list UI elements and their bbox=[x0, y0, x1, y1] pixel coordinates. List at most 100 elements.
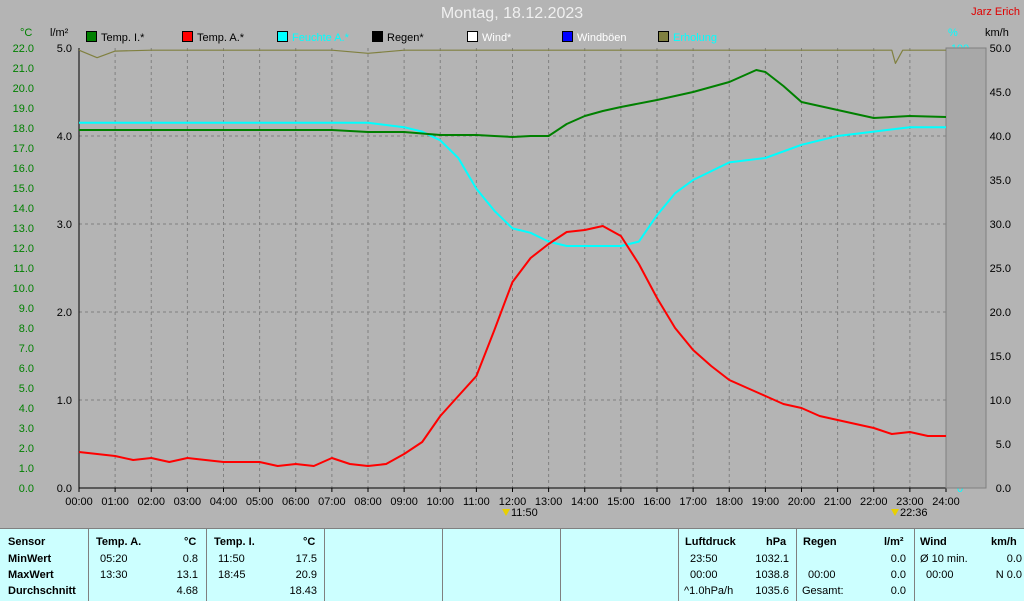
wind-max-time: 00:00 bbox=[926, 569, 954, 581]
row-label-avg: Durchschnitt bbox=[8, 585, 76, 597]
temp-i-avg-value: 18.43 bbox=[289, 585, 317, 597]
pressure-max-value: 1038.8 bbox=[755, 569, 789, 581]
divider bbox=[88, 529, 89, 601]
temp-tick-label: 6.0 bbox=[19, 363, 34, 375]
marker-time: 22:36 bbox=[900, 507, 928, 519]
legend-item-recovery[interactable]: Erholung bbox=[658, 31, 717, 44]
chart-title: Montag, 18.12.2023 bbox=[440, 5, 584, 22]
wind-avg-value: 0.0 bbox=[1006, 553, 1022, 565]
x-tick-label: 03:00 bbox=[174, 496, 202, 508]
series-line-tempa bbox=[78, 225, 946, 467]
temp-tick-label: 9.0 bbox=[19, 303, 34, 315]
rain-header: Regen bbox=[803, 536, 837, 548]
rain-time: 00:00 bbox=[808, 569, 836, 581]
temp-tick-label: 13.0 bbox=[13, 223, 34, 235]
marker-icon bbox=[502, 509, 510, 516]
temp-i-min-value: 17.5 bbox=[295, 553, 317, 565]
rain-tick-label: 1.0 bbox=[57, 395, 72, 407]
wind-tick-label: 5.0 bbox=[996, 439, 1011, 451]
temp-i-min-time: 11:50 bbox=[218, 553, 245, 565]
x-tick-label: 09:00 bbox=[390, 496, 418, 508]
x-tick-label: 15:00 bbox=[607, 496, 635, 508]
legend-swatch bbox=[658, 31, 669, 42]
wind-tick-label: 10.0 bbox=[990, 395, 1011, 407]
weather-chart: 00:00 01:00 02:00 03:00 04:00 05:00 06:00 07:00… bbox=[13, 43, 1011, 508]
temp-i-unit: °C bbox=[303, 536, 316, 548]
author-label: Jarz Erich bbox=[971, 6, 1020, 18]
x-tick-label: 08:00 bbox=[354, 496, 382, 508]
x-tick-label: 11:00 bbox=[463, 496, 490, 508]
wind-unit: km/h bbox=[991, 536, 1017, 548]
rain-tick-label: 5.0 bbox=[57, 43, 72, 55]
temp-tick-label: 19.0 bbox=[13, 103, 34, 115]
legend-item-temp-a[interactable]: Temp. A.* bbox=[182, 31, 244, 44]
x-tick-label: 17:00 bbox=[679, 496, 707, 508]
temp-a-min-time: 05:20 bbox=[100, 553, 128, 565]
x-tick-label: 22:00 bbox=[860, 496, 888, 508]
legend-label: Erholung bbox=[673, 32, 718, 44]
x-tick-label: 14:00 bbox=[571, 496, 599, 508]
legend-swatch bbox=[467, 31, 478, 42]
temp-tick-label: 18.0 bbox=[13, 123, 34, 135]
temp-a-min-value: 0.8 bbox=[182, 553, 198, 565]
rain-tick-label: 0.0 bbox=[57, 483, 72, 495]
legend-item-wind[interactable]: Wind* bbox=[467, 31, 511, 44]
temp-unit-label: °C bbox=[20, 27, 33, 39]
rain-total-label: Gesamt: bbox=[802, 585, 844, 597]
wind-tick-label: 35.0 bbox=[990, 175, 1011, 187]
humidity-tick-label: 0 bbox=[957, 483, 963, 495]
pressure-trend: ^1.0hPa/h bbox=[684, 585, 734, 597]
pressure-max-time: 00:00 bbox=[690, 569, 718, 581]
temp-tick-label: 10.0 bbox=[13, 283, 34, 295]
rain-tick-label: 4.0 bbox=[57, 131, 72, 143]
legend-label: Temp. A.* bbox=[197, 32, 245, 44]
rain-unit: l/m² bbox=[884, 536, 904, 548]
wind-avg-label: Ø 10 min. bbox=[920, 553, 968, 565]
temp-tick-label: 5.0 bbox=[19, 383, 34, 395]
x-tick-label: 18:00 bbox=[715, 496, 743, 508]
temp-a-unit: °C bbox=[184, 536, 197, 548]
legend-swatch bbox=[277, 31, 288, 42]
temp-tick-label: 0.0 bbox=[19, 483, 34, 495]
row-label-min: MinWert bbox=[8, 553, 52, 565]
legend-item-temp-i[interactable]: Temp. I.* bbox=[86, 31, 144, 44]
wind-header: Wind bbox=[920, 536, 947, 548]
x-tick-label: 00:00 bbox=[65, 496, 93, 508]
temp-a-header: Temp. A. bbox=[96, 536, 142, 548]
x-tick-label: 05:00 bbox=[246, 496, 274, 508]
temp-tick-label: 17.0 bbox=[13, 143, 34, 155]
divider bbox=[914, 529, 915, 601]
temp-tick-label: 8.0 bbox=[19, 323, 34, 335]
temp-tick-label: 14.0 bbox=[13, 203, 34, 215]
x-tick-label: 19:00 bbox=[752, 496, 780, 508]
temp-tick-label: 1.0 bbox=[19, 463, 34, 475]
x-tick-label: 12:00 bbox=[499, 496, 527, 508]
x-tick-label: 21:00 bbox=[824, 496, 852, 508]
temp-i-max-time: 18:45 bbox=[218, 569, 246, 581]
x-tick-label: 24:00 bbox=[932, 496, 960, 508]
x-tick-label: 06:00 bbox=[282, 496, 310, 508]
temp-tick-label: 20.0 bbox=[13, 83, 34, 95]
marker-icon bbox=[891, 509, 899, 516]
temp-tick-label: 15.0 bbox=[13, 183, 34, 195]
wind-tick-label: 20.0 bbox=[990, 307, 1011, 319]
legend-item-gusts[interactable]: Windböen bbox=[562, 31, 627, 44]
wind-tick-label: 40.0 bbox=[990, 131, 1011, 143]
x-tick-label: 23:00 bbox=[896, 496, 924, 508]
temp-a-max-time: 13:30 bbox=[100, 569, 128, 581]
legend-item-humidity[interactable]: Feuchte A.* bbox=[277, 31, 349, 44]
temp-a-max-value: 13.1 bbox=[176, 569, 198, 581]
temp-tick-label: 4.0 bbox=[19, 403, 34, 415]
wind-tick-label: 25.0 bbox=[990, 263, 1011, 275]
statistics-table: Sensor MinWert MaxWert Durchschnitt Temp… bbox=[0, 528, 1024, 601]
pressure-min-time: 23:50 bbox=[690, 553, 718, 565]
divider bbox=[560, 529, 561, 601]
legend-swatch bbox=[562, 31, 573, 42]
humidity-unit-label: % bbox=[948, 27, 958, 39]
legend-item-rain[interactable]: Regen* bbox=[372, 31, 424, 44]
rain-value-2: 0.0 bbox=[890, 569, 906, 581]
wind-tick-label: 45.0 bbox=[990, 87, 1011, 99]
sensor-header: Sensor bbox=[8, 536, 46, 548]
legend-label: Regen* bbox=[387, 32, 424, 44]
pressure-header: Luftdruck bbox=[685, 536, 736, 548]
